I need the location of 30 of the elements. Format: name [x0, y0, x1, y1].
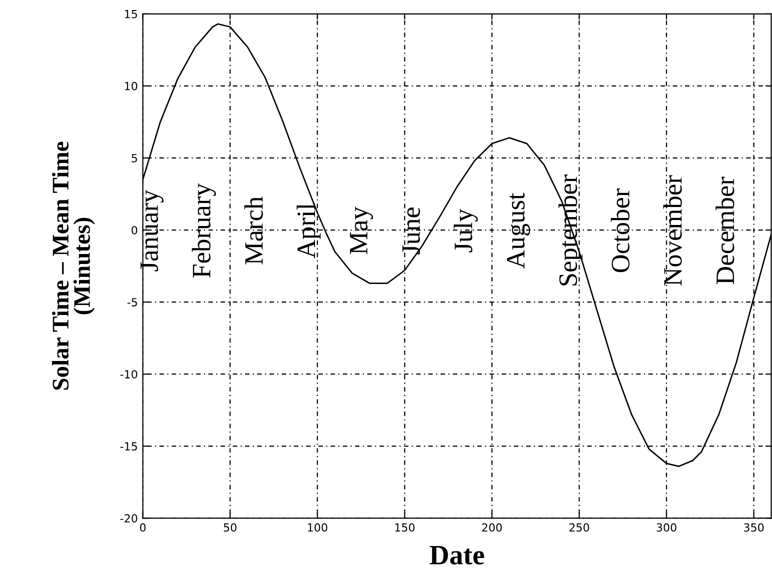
x-tick-label: 300 [656, 523, 676, 532]
x-tick-label: 350 [744, 523, 764, 532]
y-tick-label: -5 [127, 298, 137, 306]
x-tick-label: 100 [308, 523, 328, 532]
y-tick-label: 5 [132, 154, 137, 162]
y-tick-label: -10 [120, 370, 138, 378]
x-tick-label: 250 [569, 523, 590, 532]
annotation: May [350, 206, 373, 254]
y-tick-label: -15 [120, 442, 137, 451]
annotation: January [140, 190, 164, 272]
annotation: March [244, 196, 263, 264]
annotation: July [454, 208, 478, 252]
annotation: November [663, 175, 682, 286]
y-tick-label: 0 [132, 226, 138, 234]
annotation: October [610, 188, 630, 272]
annotation: September [558, 174, 582, 286]
y-axis-title: Solar Time – Mean Time (Minutes) [52, 142, 95, 390]
y-tick-label: 15 [125, 10, 137, 18]
annotation: June [402, 207, 420, 254]
y-tick-label: 10 [125, 82, 138, 90]
x-tick-label: 0 [140, 523, 146, 532]
x-axis-title: Date [430, 546, 484, 564]
y-tick-label: -20 [120, 514, 138, 523]
annotation: February [192, 183, 216, 278]
x-tick-label: 150 [395, 523, 415, 532]
annotation: April [296, 203, 321, 258]
x-tick-label: 50 [224, 523, 236, 532]
x-tick-label: 200 [482, 523, 502, 532]
annotation: August [506, 192, 530, 269]
annotation: December [716, 176, 734, 284]
